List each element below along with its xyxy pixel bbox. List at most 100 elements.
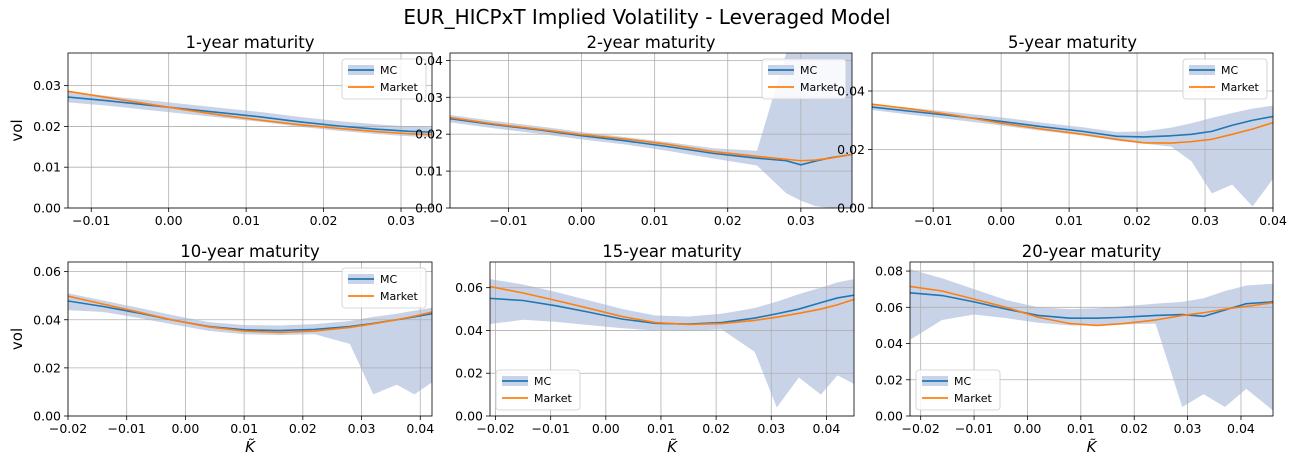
x-tick-label: 0.03	[348, 421, 376, 436]
plot-frame	[909, 261, 1274, 417]
panel-title: 1-year maturity	[186, 33, 315, 52]
market-series-line	[490, 285, 854, 326]
y-tick-label: 0.00	[875, 409, 903, 424]
mc-confidence-band	[910, 269, 1273, 411]
legend-label: Market	[1221, 81, 1259, 94]
x-tick-label: 0.00	[171, 421, 199, 436]
x-tick-label: 0.01	[641, 213, 669, 228]
chart-panel-5: −0.02 −0.01 0.00 0.01 0.02 0.03 0.04 0.00 0.02 0.…	[455, 242, 855, 456]
y-tick-label: 0.00	[837, 201, 865, 216]
x-tick-label: 0.00	[155, 213, 183, 228]
x-tick-label: 0.01	[230, 421, 258, 436]
x-tick-label: 0.02	[289, 421, 317, 436]
x-tick-label: 0.03	[757, 421, 785, 436]
market-series-line	[68, 295, 432, 334]
legend-label: Market	[800, 81, 838, 94]
x-tick-label: −0.01	[72, 213, 110, 228]
y-tick-label: 0.02	[875, 372, 903, 387]
x-tick-label: 0.04	[1227, 421, 1255, 436]
plot-frame	[67, 52, 433, 209]
chart-panel-2: −0.01 0.00 0.01 0.02 0.03 0.00 0.01 0.02 0.03 0.0…	[415, 33, 853, 228]
x-tick-label: 0.01	[232, 213, 260, 228]
x-tick-label: −0.02	[902, 421, 940, 436]
panel-title: 10-year maturity	[180, 242, 320, 261]
panel-title: 15-year maturity	[602, 242, 742, 261]
legend-label: MC	[800, 64, 817, 77]
market-series-line	[872, 103, 1273, 144]
y-tick-label: 0.00	[455, 409, 483, 424]
y-tick-label: 0.04	[875, 336, 903, 351]
x-tick-label: 0.03	[1174, 421, 1202, 436]
x-tick-label: −0.01	[489, 213, 527, 228]
y-tick-label: 0.04	[33, 312, 61, 327]
figure-title: EUR_HICPxT Implied Volatility - Leverage…	[403, 5, 890, 29]
mc-series-line	[910, 292, 1273, 319]
x-tick-label: 0.00	[568, 213, 596, 228]
x-tick-label: 0.03	[787, 213, 815, 228]
x-tick-label: −0.01	[532, 421, 570, 436]
plot-frame	[489, 261, 855, 417]
x-tick-label: −0.01	[108, 421, 146, 436]
x-tick-label: −0.01	[914, 213, 952, 228]
x-tick-label: 0.00	[1014, 421, 1042, 436]
x-tick-label: 0.01	[1067, 421, 1095, 436]
y-tick-label: 0.04	[455, 323, 483, 338]
y-tick-label: 0.02	[455, 366, 483, 381]
legend: MC Market	[915, 369, 1001, 411]
x-axis-label: K̃	[245, 437, 256, 456]
panel-title: 5-year maturity	[1008, 33, 1137, 52]
chart-panel-6: −0.02 −0.01 0.00 0.01 0.02 0.03 0.04 0.00 0.02 0.…	[875, 242, 1274, 456]
x-axis-label: K̃	[1087, 437, 1098, 456]
y-tick-label: 0.03	[415, 90, 443, 105]
legend-label: MC	[1221, 64, 1238, 77]
legend: MC Market	[341, 267, 427, 309]
x-tick-label: 0.02	[310, 213, 338, 228]
x-tick-label: 0.03	[1191, 213, 1219, 228]
y-tick-label: 0.03	[33, 78, 61, 93]
legend-label: MC	[380, 64, 397, 77]
mc-series-line	[68, 96, 432, 133]
mc-confidence-band	[68, 293, 432, 395]
x-tick-label: 0.00	[592, 421, 620, 436]
x-tick-label: 0.04	[1259, 213, 1287, 228]
legend: MC Market	[495, 369, 581, 411]
x-tick-label: 0.00	[987, 213, 1015, 228]
legend-label: MC	[380, 273, 397, 286]
mc-confidence-band	[872, 104, 1273, 207]
y-tick-label: 0.06	[455, 280, 483, 295]
y-tick-label: 0.04	[837, 84, 865, 99]
panel-title: 20-year maturity	[1022, 242, 1162, 261]
y-axis-label: vol	[8, 119, 26, 141]
legend-label: MC	[954, 375, 971, 388]
legend-label: Market	[954, 392, 992, 405]
plot-frame	[449, 52, 853, 209]
panels: −0.01 0.00 0.01 0.02 0.030.000.010.020.031-y…	[8, 33, 1287, 456]
legend-label: Market	[534, 392, 572, 405]
x-tick-label: 0.02	[714, 213, 742, 228]
x-tick-label: 0.01	[647, 421, 675, 436]
chart-panel-1: −0.01 0.00 0.01 0.02 0.03 0.00 0.01 0.02 0.03 1-y…	[8, 33, 433, 228]
y-tick-label: 0.06	[33, 264, 61, 279]
y-tick-label: 0.04	[415, 53, 443, 68]
y-tick-label: 0.00	[415, 201, 443, 216]
x-tick-label: 0.04	[813, 421, 841, 436]
panel-title: 2-year maturity	[587, 33, 716, 52]
x-axis-label: K̃	[667, 437, 678, 456]
x-tick-label: −0.01	[955, 421, 993, 436]
y-tick-label: 0.08	[875, 264, 903, 279]
x-tick-label: 0.03	[387, 213, 415, 228]
x-tick-label: −0.02	[49, 421, 87, 436]
market-series-line	[450, 116, 852, 162]
y-tick-label: 0.02	[415, 127, 443, 142]
market-series-line	[910, 285, 1273, 327]
legend: MC Market	[761, 58, 847, 100]
x-tick-label: 0.01	[1055, 213, 1083, 228]
y-tick-label: 0.06	[875, 300, 903, 315]
market-series-line	[68, 90, 432, 136]
x-tick-label: 0.02	[702, 421, 730, 436]
chart-panel-3: −0.01 0.00 0.01 0.02 0.03 0.04 0.00 0.02 0.04 5-y…	[837, 33, 1287, 228]
x-tick-label: 0.04	[406, 421, 434, 436]
legend: MC Market	[341, 58, 427, 100]
y-tick-label: 0.02	[837, 142, 865, 157]
